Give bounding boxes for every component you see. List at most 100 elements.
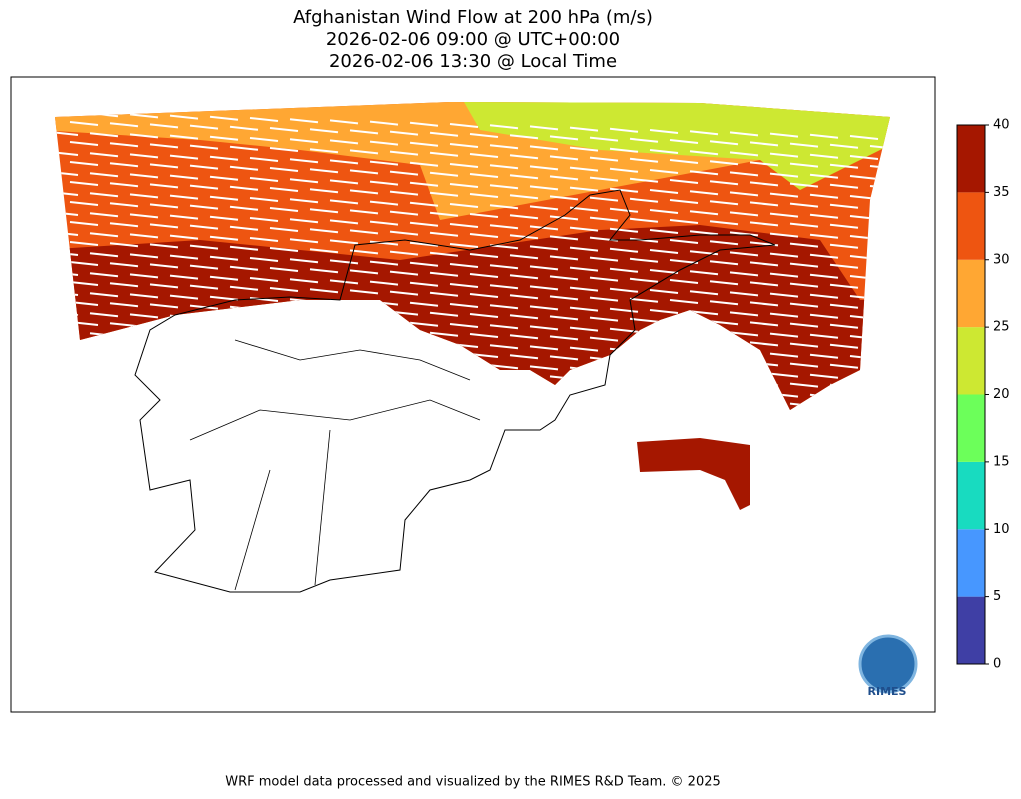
wind-arrow — [589, 176, 619, 182]
wind-arrow — [229, 245, 259, 251]
colorbar-band — [957, 259, 985, 328]
wind-arrow — [89, 252, 119, 258]
wind-arrow — [289, 118, 319, 124]
wind-arrow — [449, 143, 479, 148]
wind-arrow — [849, 175, 879, 180]
wind-arrow — [769, 292, 799, 298]
wind-arrow — [489, 264, 519, 270]
wind-arrow — [449, 223, 479, 228]
wind-arrow — [429, 191, 459, 197]
wind-arrow — [769, 272, 799, 278]
wind-arrow — [669, 279, 699, 284]
wind-arrow — [269, 287, 299, 292]
wind-arrow — [549, 335, 579, 341]
wind-arrow — [169, 234, 199, 240]
wind-arrow — [809, 293, 839, 299]
wind-arrow — [669, 179, 699, 184]
wind-arrow — [289, 258, 319, 264]
wind-arrow — [489, 164, 519, 170]
wind-arrow — [529, 265, 559, 271]
wind-arrow — [569, 166, 599, 172]
wind-arrow — [569, 286, 599, 292]
wind-arrow — [69, 121, 99, 126]
wind-arrow — [689, 270, 719, 276]
wind-arrow — [829, 323, 859, 329]
wind-arrow — [649, 289, 679, 294]
wind-arrow — [529, 325, 559, 331]
wind-arrow — [549, 215, 579, 221]
wind-arrow — [89, 152, 119, 158]
wind-arrow — [149, 183, 179, 189]
wind-arrow — [449, 163, 479, 168]
wind-arrow — [789, 202, 819, 208]
wind-arrow — [629, 177, 659, 183]
wind-arrow — [329, 279, 359, 285]
logo-emblem — [858, 634, 918, 694]
wind-arrow — [229, 145, 259, 151]
wind-arrow — [189, 224, 219, 230]
wind-arrow — [569, 186, 599, 192]
wind-arrow — [769, 172, 799, 178]
wind-arrow — [549, 295, 579, 301]
wind-arrow — [249, 117, 279, 122]
wind-arrow — [829, 303, 859, 309]
wind-arrow — [249, 137, 279, 142]
wind-arrow — [689, 290, 719, 296]
wind-arrow — [509, 354, 539, 360]
wind-arrow — [749, 321, 779, 327]
wind-arrow — [549, 275, 579, 281]
wind-arrow — [749, 341, 779, 347]
wind-arrow — [309, 288, 339, 294]
wind-arrow — [55, 171, 79, 176]
wind-arrow — [89, 132, 119, 138]
wind-arrow — [809, 333, 839, 339]
wind-arrow — [629, 157, 659, 163]
wind-arrow — [209, 235, 239, 241]
wind-arrow — [209, 175, 239, 181]
wind-arrow — [409, 261, 439, 267]
wind-arrow — [809, 273, 839, 279]
wind-arrow — [349, 269, 379, 275]
wind-arrow — [69, 241, 99, 246]
wind-arrow — [469, 233, 499, 238]
wind-arrow — [489, 324, 519, 330]
wind-arrow — [829, 263, 859, 269]
wind-arrow — [549, 175, 579, 181]
wind-arrow — [269, 147, 299, 152]
wind-arrow — [489, 284, 519, 290]
wind-arrow — [829, 223, 859, 229]
wind-arrow — [389, 290, 419, 296]
wind-arrow — [829, 343, 859, 349]
wind-arrow — [109, 262, 139, 268]
wind-arrow — [749, 201, 779, 207]
wind-arrow — [89, 312, 119, 318]
wind-arrow — [129, 193, 159, 199]
wind-arrow — [409, 301, 439, 307]
wind-arrow — [449, 183, 479, 188]
wind-arrow — [289, 198, 319, 204]
wind-arrow — [509, 154, 539, 160]
wind-arrow — [409, 121, 439, 127]
wind-arrow — [169, 254, 199, 260]
wind-arrow — [229, 125, 259, 131]
wind-arrow — [789, 162, 819, 168]
wind-arrow — [169, 214, 199, 220]
wind-arrow — [749, 261, 779, 267]
wind-arrow — [389, 250, 419, 256]
wind-arrow — [229, 285, 259, 291]
wind-arrow — [529, 285, 559, 291]
wind-arrow — [149, 283, 179, 289]
wind-arrow — [749, 221, 779, 227]
wind-arrow — [329, 199, 359, 205]
wind-arrow — [55, 151, 79, 156]
wind-arrow — [509, 274, 539, 280]
wind-arrow — [69, 221, 99, 226]
wind-arrow — [789, 222, 819, 228]
wind-arrow — [709, 280, 739, 286]
wind-arrow — [769, 232, 799, 238]
wind-arrow — [129, 313, 159, 319]
wind-arrow — [609, 247, 639, 253]
wind-arrow — [189, 284, 219, 290]
wind-arrow — [389, 190, 419, 196]
colorbar-tick-label: 25 — [993, 320, 1010, 335]
